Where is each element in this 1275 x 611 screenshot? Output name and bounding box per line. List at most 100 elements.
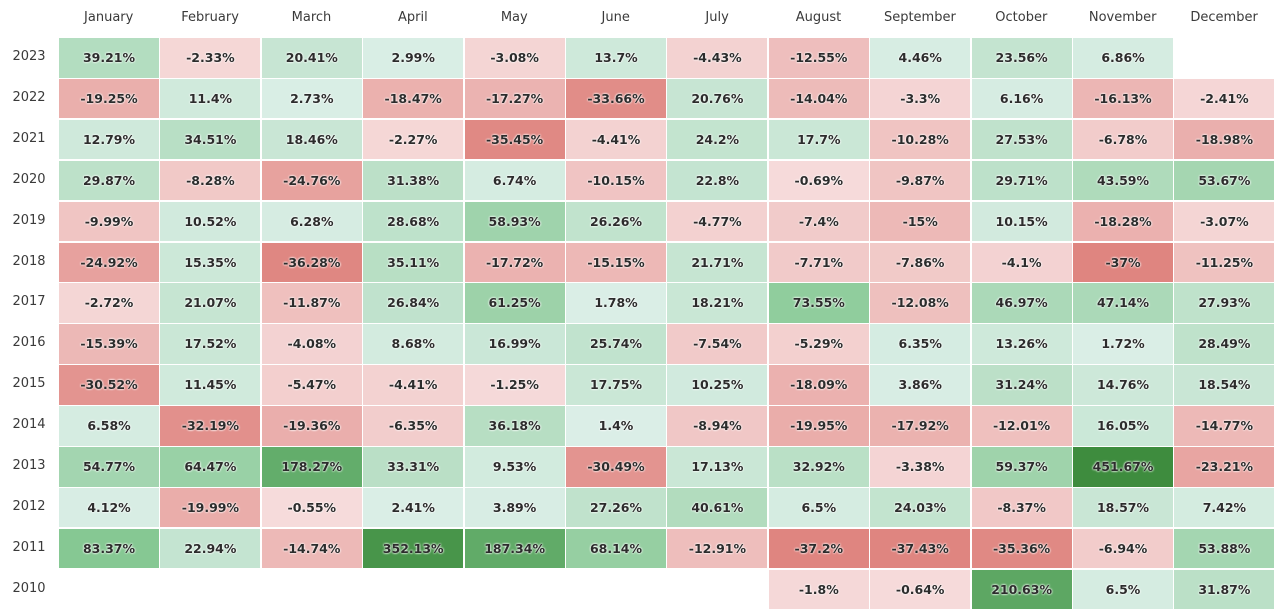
year-label: 2023 [12, 49, 46, 64]
heatmap-cell-empty [1173, 37, 1275, 79]
heatmap-cell: 2.41% [362, 486, 465, 529]
heatmap-cell: 451.67% [1072, 446, 1174, 488]
heatmap-cell: -2.41% [1173, 77, 1275, 120]
heatmap-cell: 6.5% [1072, 568, 1174, 611]
heatmap-cell: 59.37% [970, 446, 1073, 488]
heatmap-cell: -17.72% [463, 241, 566, 283]
heatmap-cell: 18.54% [1173, 364, 1275, 406]
heatmap-cell: 25.74% [565, 323, 667, 365]
heatmap-cell: -8.28% [159, 159, 262, 202]
year-label: 2016 [12, 335, 46, 351]
heatmap-cell: -7.54% [666, 323, 769, 365]
heatmap-cell: -11.25% [1173, 241, 1275, 283]
heatmap-cell: -19.36% [260, 405, 363, 447]
month-header: December [1190, 10, 1258, 25]
heatmap-cell: 13.7% [565, 37, 667, 79]
heatmap-cell: -24.76% [260, 159, 363, 202]
heatmap-cell: 1.72% [1072, 323, 1174, 365]
heatmap-cell: 53.88% [1173, 527, 1275, 570]
month-header: October [995, 10, 1048, 25]
heatmap-cell: 31.87% [1173, 568, 1275, 611]
heatmap-cell: -15.15% [565, 241, 667, 283]
heatmap-cell: -14.74% [260, 527, 363, 570]
heatmap-cell: -8.94% [666, 405, 769, 447]
heatmap-cell: -18.09% [767, 364, 870, 406]
year-label: 2022 [12, 89, 46, 105]
heatmap-cell: 4.46% [869, 37, 972, 79]
month-header: September [883, 10, 956, 25]
heatmap-cell: 13.26% [970, 323, 1073, 365]
heatmap-cell: 29.71% [970, 159, 1073, 202]
heatmap-cell: -7.71% [767, 241, 870, 283]
heatmap-cell: 6.35% [869, 323, 972, 365]
heatmap-cell: 20.41% [260, 37, 363, 79]
heatmap-cell: -12.91% [666, 527, 769, 570]
heatmap-cell: -18.98% [1173, 118, 1275, 161]
heatmap-cell: -5.29% [767, 323, 870, 365]
heatmap-cell: 29.87% [58, 159, 160, 202]
heatmap-cell: -15.39% [58, 323, 160, 365]
heatmap-cell: 10.25% [666, 364, 769, 406]
heatmap-cell: -4.08% [260, 323, 363, 365]
heatmap-cell: 187.34% [463, 527, 566, 570]
heatmap-cell: 26.84% [362, 282, 465, 324]
heatmap-cell: 16.99% [463, 323, 566, 365]
heatmap-cell: 2.99% [362, 37, 465, 79]
heatmap-cell: 18.21% [666, 282, 769, 324]
heatmap-cell: -4.1% [970, 241, 1073, 283]
heatmap-cell: 178.27% [260, 446, 363, 488]
heatmap-cell: 39.21% [58, 37, 160, 79]
heatmap-cell: 8.68% [362, 323, 465, 365]
heatmap-cell: 7.42% [1173, 486, 1275, 529]
heatmap-cell: -4.41% [362, 364, 465, 406]
heatmap-cell: -10.28% [869, 118, 972, 161]
heatmap-cell: 17.52% [159, 323, 262, 365]
heatmap-cell: 14.76% [1072, 364, 1174, 406]
heatmap-cell: 23.56% [970, 37, 1073, 79]
heatmap-cell: 54.77% [58, 446, 160, 488]
year-label: 2020 [12, 171, 46, 187]
heatmap-cell: -8.37% [970, 486, 1073, 529]
heatmap-cell: -0.64% [869, 568, 972, 611]
heatmap-cell: 3.89% [463, 486, 566, 529]
heatmap-cell: -24.92% [58, 241, 160, 283]
heatmap-cell: -0.69% [767, 159, 870, 202]
heatmap-cell: 61.25% [463, 282, 566, 324]
heatmap-cell: -23.21% [1173, 446, 1275, 488]
year-label: 2012 [12, 498, 46, 514]
heatmap-cell: 6.86% [1072, 37, 1174, 79]
month-header: April [398, 10, 428, 25]
heatmap-cell-empty [666, 568, 769, 611]
heatmap-cell: -3.3% [869, 77, 972, 120]
month-header: July [705, 10, 729, 25]
heatmap-cell: 15.35% [159, 241, 262, 283]
heatmap-cell: 22.94% [159, 527, 262, 570]
heatmap-cell: 53.67% [1173, 159, 1275, 202]
heatmap-cell: -12.01% [970, 405, 1073, 447]
heatmap-cell-empty [565, 568, 667, 611]
heatmap-cell: 28.49% [1173, 323, 1275, 365]
heatmap-cell: -6.78% [1072, 118, 1174, 161]
heatmap-cell: -14.04% [767, 77, 870, 120]
heatmap-cell: -35.36% [970, 527, 1073, 570]
heatmap-cell: 24.2% [666, 118, 769, 161]
heatmap-cell: 3.86% [869, 364, 972, 406]
heatmap-cell: -1.8% [767, 568, 870, 611]
heatmap-cell: -18.47% [362, 77, 465, 120]
heatmap-cell: 21.07% [159, 282, 262, 324]
heatmap-cell: -19.95% [767, 405, 870, 447]
heatmap-cell: 27.93% [1173, 282, 1275, 324]
year-label: 2010 [12, 580, 46, 596]
heatmap-cell: -17.92% [869, 405, 972, 447]
heatmap-cell: -19.99% [159, 486, 262, 529]
heatmap-cell: 64.47% [159, 446, 262, 488]
heatmap-cell: 1.4% [565, 405, 667, 447]
heatmap-cell: 210.63% [970, 568, 1073, 611]
heatmap-cell: -12.08% [869, 282, 972, 324]
heatmap-cell: -12.55% [767, 37, 870, 79]
heatmap-cell: -0.55% [260, 486, 363, 529]
heatmap-cell: -2.33% [159, 37, 262, 79]
heatmap-cell: -5.47% [260, 364, 363, 406]
heatmap-cell: 9.53% [463, 446, 566, 488]
